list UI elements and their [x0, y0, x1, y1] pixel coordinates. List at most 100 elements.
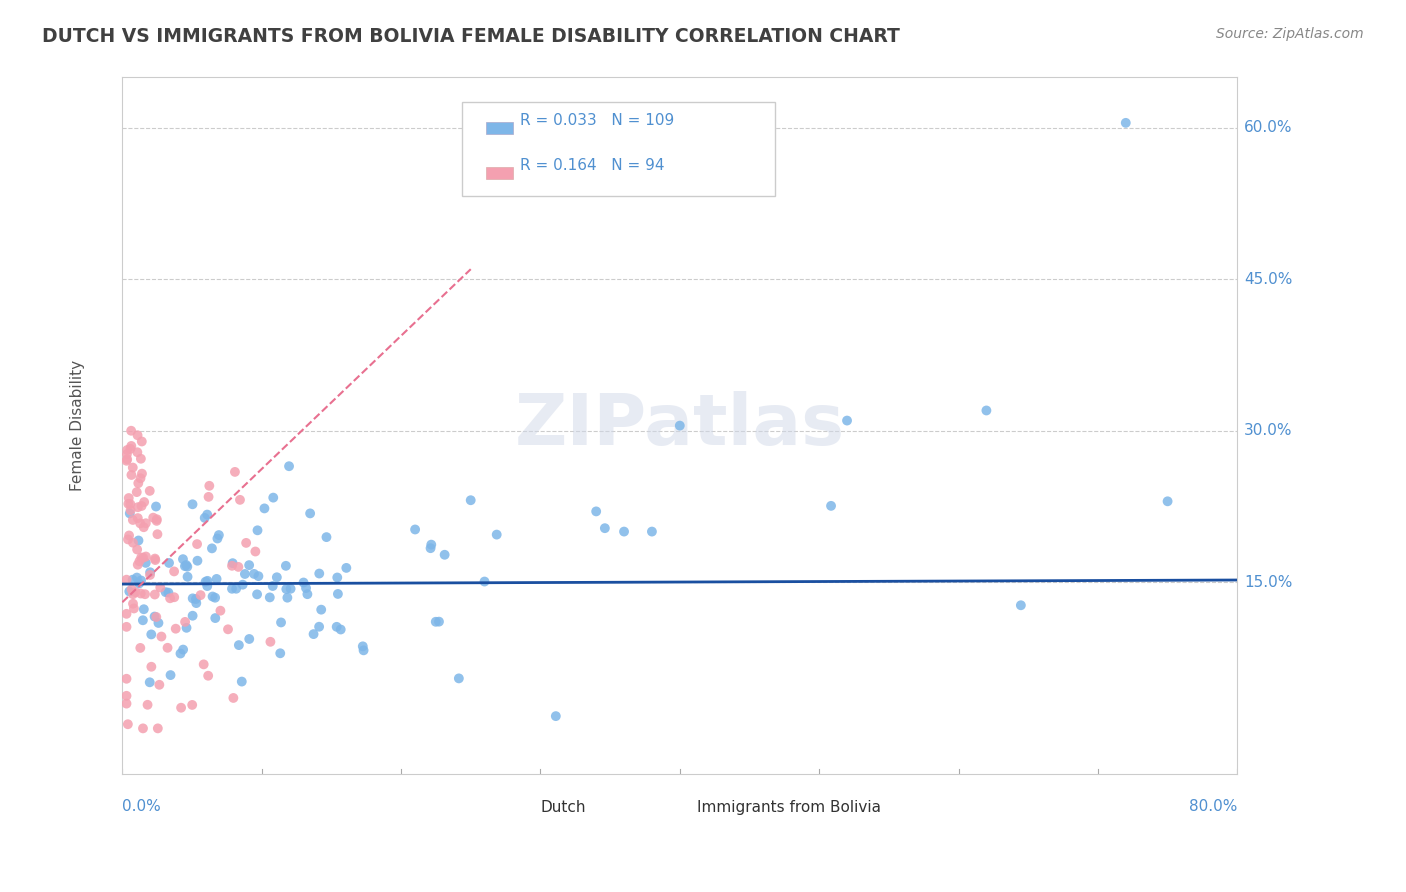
- Point: [131, 467, 153, 481]
- Point: [117, 533, 139, 547]
- Point: [427, 615, 450, 629]
- Point: [1115, 116, 1137, 130]
- Point: [353, 643, 375, 657]
- Point: [115, 689, 138, 703]
- Point: [129, 451, 152, 466]
- Point: [129, 640, 152, 655]
- Point: [120, 497, 142, 511]
- Point: [228, 560, 250, 574]
- Point: [246, 524, 269, 538]
- Point: [122, 597, 145, 611]
- Point: [136, 698, 159, 712]
- Point: [308, 620, 330, 634]
- Point: [668, 418, 690, 433]
- Point: [205, 572, 228, 586]
- Point: [222, 690, 245, 705]
- Point: [115, 573, 138, 587]
- Point: [117, 497, 139, 511]
- Point: [132, 520, 155, 534]
- Point: [146, 527, 169, 541]
- Point: [186, 554, 208, 568]
- Point: [115, 452, 138, 467]
- Point: [129, 574, 152, 588]
- Point: [127, 500, 149, 515]
- Point: [141, 659, 163, 673]
- Point: [195, 508, 218, 522]
- Point: [148, 615, 170, 630]
- Point: [245, 544, 267, 558]
- Point: [247, 569, 270, 583]
- Point: [276, 591, 298, 605]
- Point: [121, 582, 143, 597]
- Point: [127, 445, 149, 459]
- Point: [315, 530, 337, 544]
- Text: 30.0%: 30.0%: [1244, 423, 1292, 438]
- Point: [134, 587, 156, 601]
- FancyBboxPatch shape: [463, 102, 775, 196]
- Point: [593, 521, 616, 535]
- Point: [613, 524, 636, 539]
- Point: [159, 668, 181, 682]
- Point: [118, 528, 141, 542]
- Point: [138, 675, 160, 690]
- Point: [207, 532, 229, 546]
- Point: [231, 674, 253, 689]
- Point: [262, 579, 284, 593]
- Point: [155, 585, 177, 599]
- Point: [485, 527, 508, 541]
- Point: [156, 640, 179, 655]
- Point: [246, 587, 269, 601]
- Point: [169, 647, 191, 661]
- Point: [125, 485, 148, 500]
- Point: [157, 585, 180, 599]
- Point: [129, 516, 152, 531]
- Point: [197, 669, 219, 683]
- Point: [120, 442, 142, 456]
- Point: [115, 443, 138, 458]
- Point: [233, 566, 256, 581]
- Point: [329, 623, 352, 637]
- Point: [132, 602, 155, 616]
- Point: [141, 627, 163, 641]
- Point: [143, 587, 166, 601]
- Point: [232, 577, 254, 591]
- Point: [145, 500, 167, 514]
- Point: [976, 403, 998, 417]
- Point: [163, 591, 186, 605]
- Point: [165, 622, 187, 636]
- Point: [157, 556, 180, 570]
- Text: Female Disability: Female Disability: [70, 360, 86, 491]
- Point: [135, 516, 157, 531]
- Point: [280, 582, 302, 596]
- Point: [170, 700, 193, 714]
- Point: [198, 479, 221, 493]
- Point: [127, 511, 149, 525]
- Point: [181, 608, 204, 623]
- Point: [181, 591, 204, 606]
- Point: [259, 634, 281, 648]
- Point: [201, 590, 224, 604]
- Point: [174, 558, 197, 572]
- Point: [238, 558, 260, 573]
- Text: 80.0%: 80.0%: [1189, 799, 1237, 814]
- Point: [120, 424, 142, 438]
- Point: [225, 582, 247, 596]
- Point: [159, 591, 181, 606]
- Point: [208, 528, 231, 542]
- Text: 0.0%: 0.0%: [122, 799, 162, 814]
- Point: [122, 587, 145, 601]
- Point: [262, 491, 284, 505]
- Point: [270, 615, 292, 630]
- Point: [224, 465, 246, 479]
- Point: [297, 587, 319, 601]
- Point: [142, 510, 165, 524]
- Text: R = 0.164   N = 94: R = 0.164 N = 94: [520, 159, 665, 173]
- Point: [325, 620, 347, 634]
- Point: [143, 609, 166, 624]
- Point: [120, 467, 142, 482]
- Point: [221, 582, 243, 596]
- Point: [148, 678, 170, 692]
- Point: [266, 570, 288, 584]
- Point: [221, 556, 243, 570]
- Point: [174, 615, 197, 629]
